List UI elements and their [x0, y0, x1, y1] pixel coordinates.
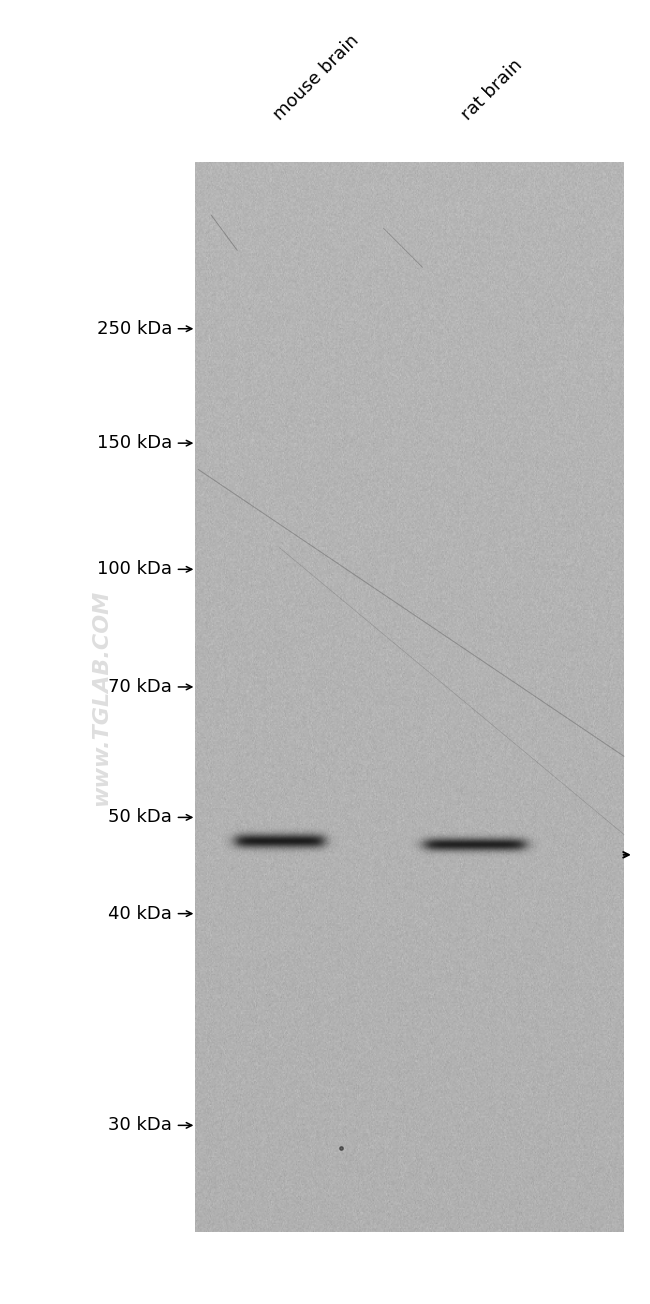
Text: mouse brain: mouse brain — [270, 31, 363, 124]
Text: 40 kDa: 40 kDa — [109, 905, 172, 923]
Text: 70 kDa: 70 kDa — [109, 678, 172, 696]
Text: 250 kDa: 250 kDa — [97, 319, 172, 338]
Text: 30 kDa: 30 kDa — [109, 1116, 172, 1134]
Text: rat brain: rat brain — [458, 56, 526, 124]
Text: www.TGLAB.COM: www.TGLAB.COM — [91, 589, 111, 806]
Text: 50 kDa: 50 kDa — [109, 808, 172, 827]
Text: 150 kDa: 150 kDa — [97, 434, 172, 452]
FancyBboxPatch shape — [195, 163, 624, 1232]
Text: 100 kDa: 100 kDa — [98, 561, 172, 579]
